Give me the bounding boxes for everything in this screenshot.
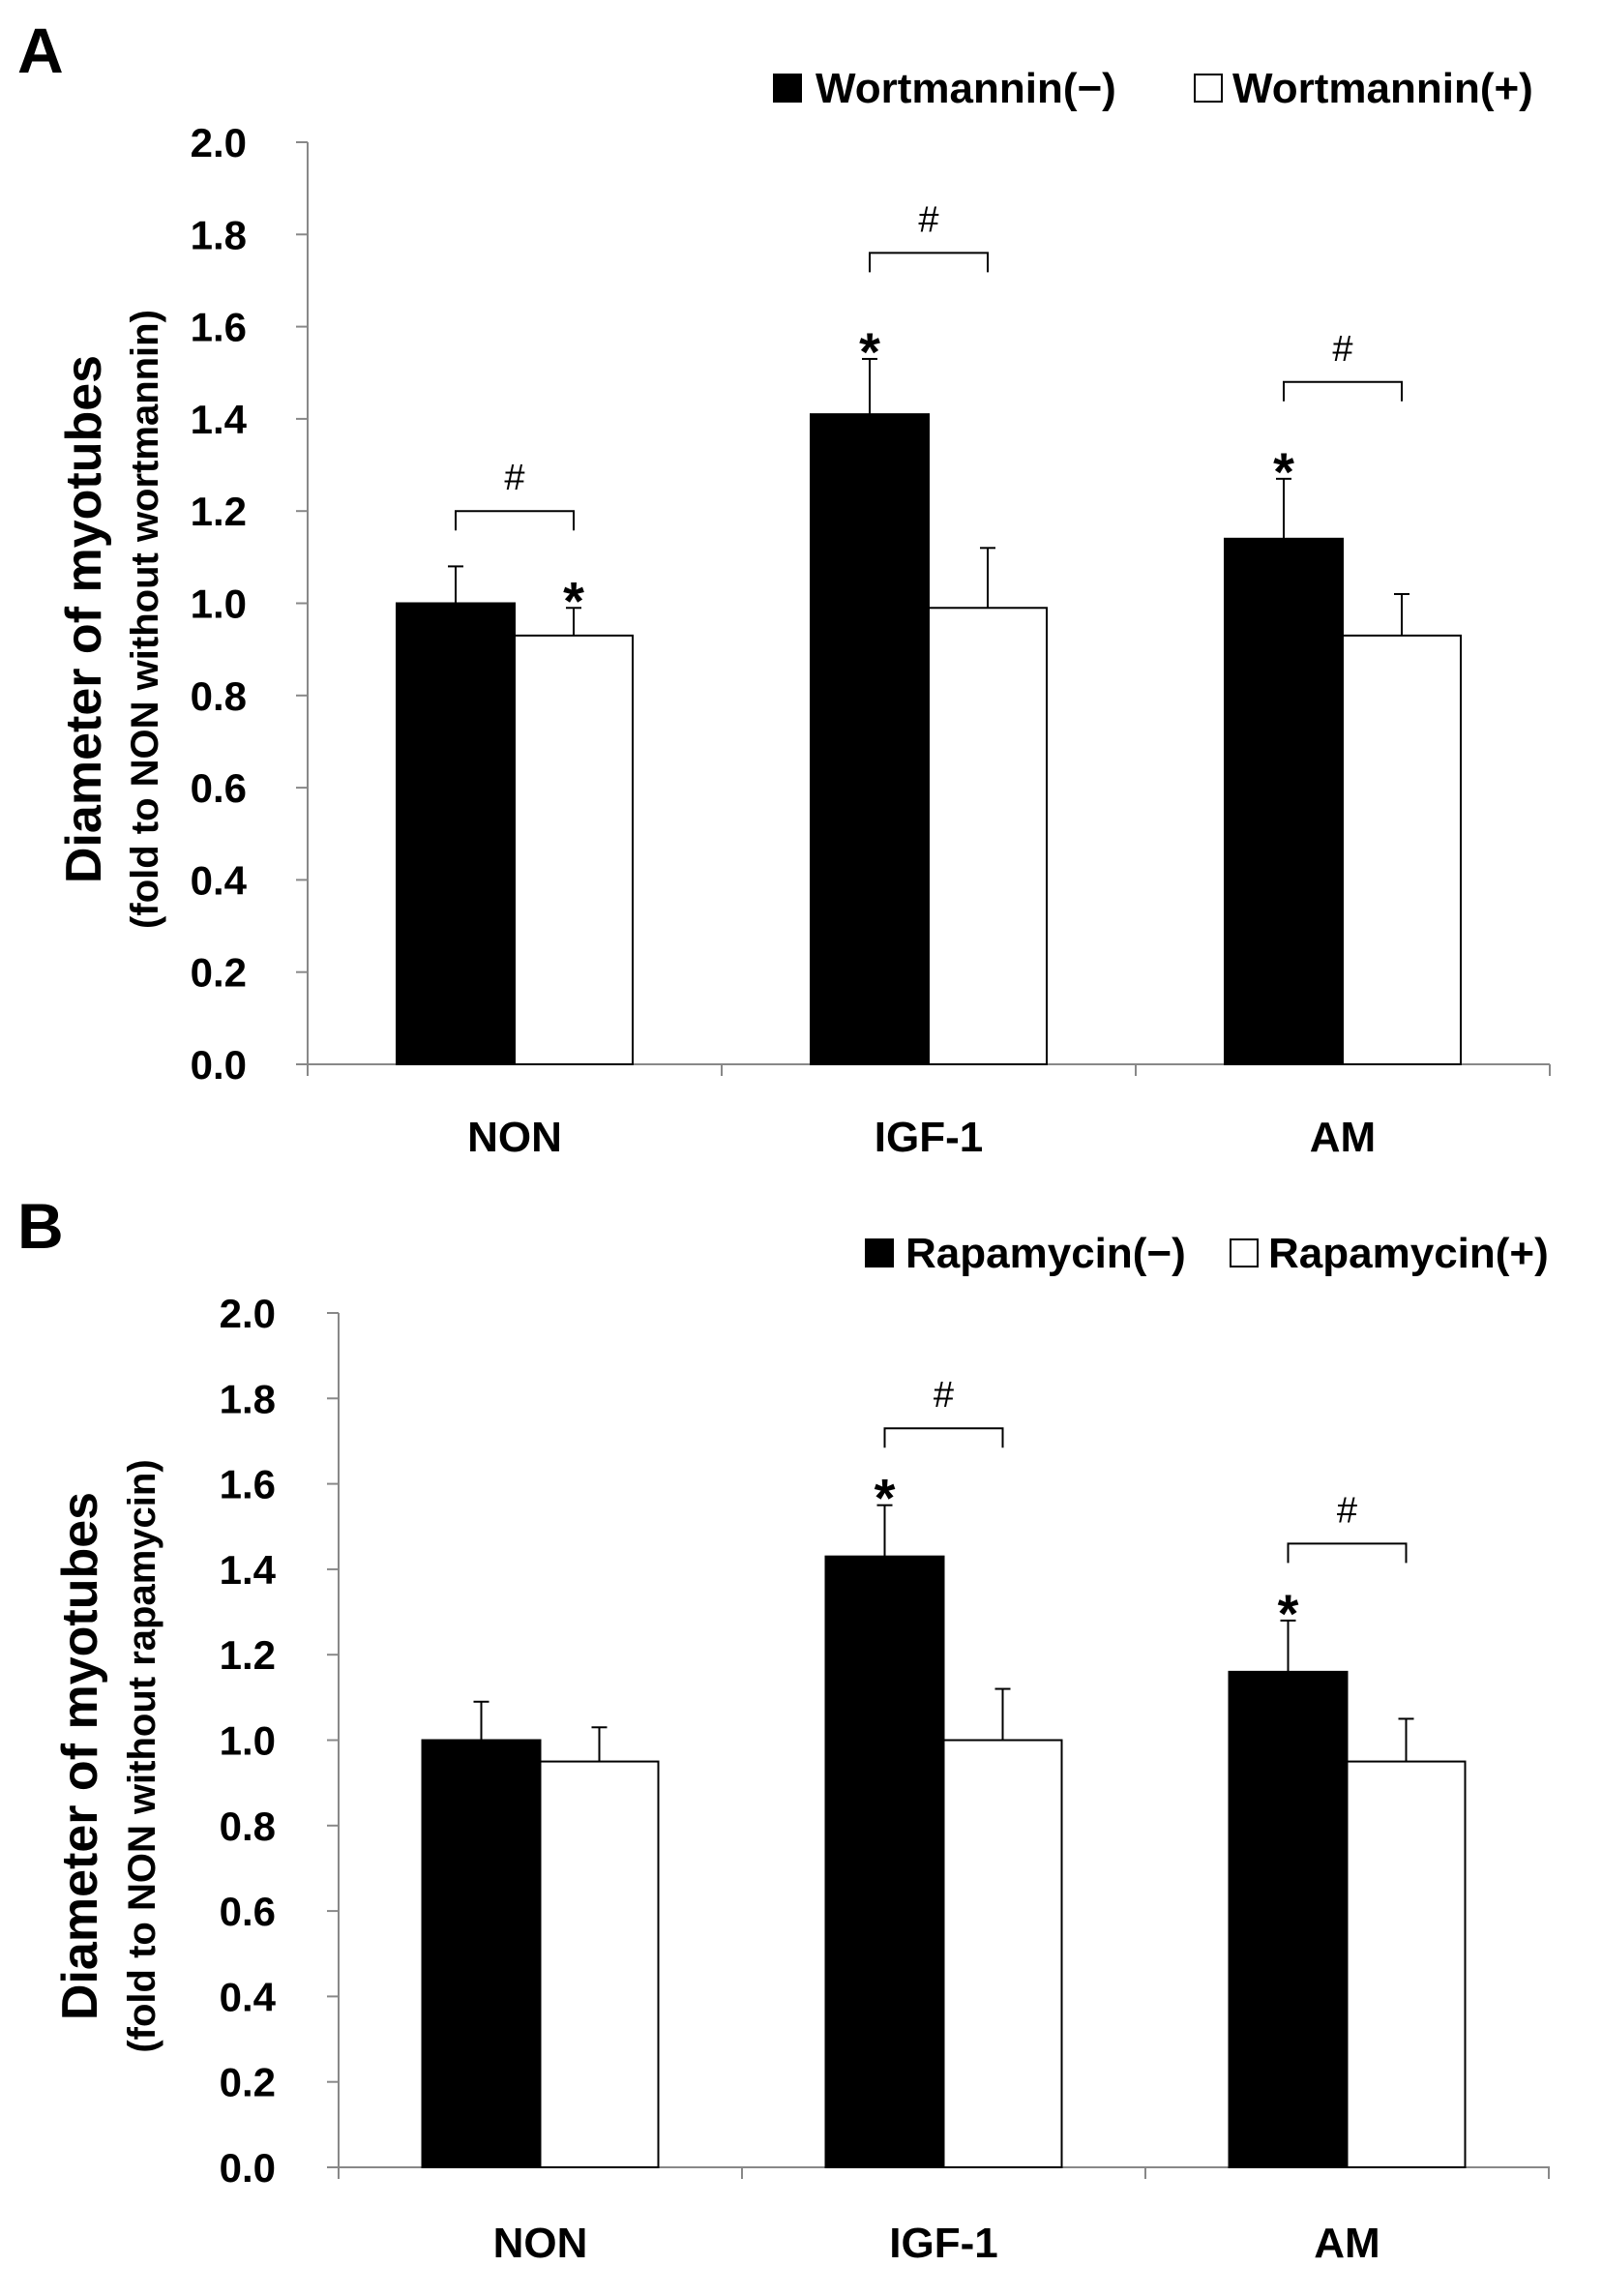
- y-tick-label: 1.4: [191, 397, 248, 442]
- significance-bracket: [869, 252, 989, 273]
- y-tick-label: 0.4: [220, 1974, 277, 2019]
- bar: [942, 1739, 1063, 2168]
- legend-swatch-rapamycin-minus: [865, 1238, 894, 1267]
- y-tick-label: 0.8: [220, 1804, 276, 1849]
- y-tick-label: 0.6: [191, 765, 247, 811]
- y-axis-title-a: Diameter of myotubes: [56, 355, 112, 883]
- y-tick-label: 0.2: [191, 950, 247, 996]
- bar: [1342, 634, 1462, 1065]
- significance-bracket: [1283, 380, 1403, 402]
- x-tick-label: IGF-1: [875, 1114, 983, 1161]
- y-tick-label: 1.0: [220, 1718, 276, 1764]
- bar: [421, 1739, 542, 2168]
- legend-label-wortmannin-minus: Wortmannin(−): [816, 65, 1116, 112]
- y-tick-labels-a: 0.0 0.2 0.4 0.6 0.8 1.0 1.2 1.4 1.6 1.8 2.0: [191, 120, 248, 1088]
- y-axis-title-b: Diameter of myotubes: [52, 1492, 108, 2020]
- significance-star: *: [1273, 441, 1294, 502]
- y-tick-label: 0.0: [220, 2145, 276, 2191]
- y-tick-label: 0.2: [220, 2060, 276, 2105]
- significance-hash: #: [918, 199, 938, 240]
- bar: [514, 634, 634, 1065]
- y-tick-label: 2.0: [191, 120, 247, 165]
- y-tick-label: 0.4: [191, 857, 248, 903]
- legend-swatch-wortmannin-plus: [1194, 74, 1223, 103]
- bar: [928, 607, 1048, 1065]
- bar: [1224, 537, 1344, 1065]
- significance-bracket: [455, 510, 575, 531]
- significance-hash: #: [504, 458, 524, 498]
- y-tick-label: 0.8: [191, 673, 247, 719]
- bar: [396, 602, 516, 1065]
- legend-a: Wortmannin(−) Wortmannin(+): [773, 65, 1533, 112]
- significance-bracket: [883, 1427, 1004, 1448]
- bar: [1228, 1670, 1349, 2168]
- x-tick-label: IGF-1: [889, 2220, 997, 2267]
- legend-swatch-rapamycin-plus: [1230, 1238, 1259, 1267]
- y-tick-label: 1.8: [191, 212, 247, 257]
- significance-hash: #: [1332, 329, 1352, 370]
- y-tick-label: 2.0: [220, 1291, 276, 1336]
- x-tick-label: NON: [467, 1114, 562, 1161]
- bar: [1346, 1760, 1467, 2168]
- y-tick-label: 1.2: [191, 489, 247, 534]
- legend-label-wortmannin-plus: Wortmannin(+): [1232, 65, 1533, 112]
- y-tick-labels-b: 0.0 0.2 0.4 0.6 0.8 1.0 1.2 1.4 1.6 1.8 2.0: [220, 1291, 277, 2191]
- legend-label-rapamycin-plus: Rapamycin(+): [1268, 1230, 1549, 1277]
- bar: [539, 1760, 660, 2168]
- y-tick-label: 0.6: [220, 1889, 276, 1934]
- legend-label-rapamycin-minus: Rapamycin(−): [905, 1230, 1186, 1277]
- plot-area-b: * * # #: [327, 1312, 1550, 2179]
- x-tick-label: AM: [1310, 1114, 1376, 1161]
- plot-area-a: * * * # # #: [296, 141, 1551, 1076]
- panel-label-a: A: [17, 15, 64, 86]
- legend-b: Rapamycin(−) Rapamycin(+): [865, 1230, 1549, 1277]
- x-tick-labels-a: NON IGF-1 AM: [467, 1114, 1376, 1161]
- bar: [810, 413, 930, 1065]
- y-axis-subtitle-b: (fold to NON without rapamycin): [121, 1459, 163, 2052]
- significance-bracket: [1287, 1542, 1408, 1564]
- significance-star: *: [563, 570, 584, 631]
- panel-b: B Rapamycin(−) Rapamycin(+) Diameter of …: [17, 1190, 1550, 2267]
- y-tick-label: 1.6: [220, 1462, 276, 1507]
- significance-hash: #: [934, 1375, 954, 1416]
- y-tick-label: 0.0: [191, 1042, 247, 1088]
- x-tick-label: AM: [1314, 2220, 1380, 2267]
- y-axis-subtitle-a: (fold to NON without wortmannin): [124, 310, 166, 929]
- y-tick-label: 1.8: [220, 1376, 276, 1421]
- y-tick-label: 1.6: [191, 305, 247, 350]
- significance-hash: #: [1337, 1490, 1357, 1531]
- y-tick-label: 1.0: [191, 581, 247, 627]
- y-tick-label: 1.2: [220, 1632, 276, 1678]
- x-tick-labels-b: NON IGF-1 AM: [493, 2220, 1380, 2267]
- significance-star: *: [875, 1468, 896, 1529]
- y-tick-label: 1.4: [220, 1547, 277, 1593]
- significance-star: *: [1278, 1583, 1299, 1644]
- bar: [824, 1555, 945, 2168]
- panel-label-b: B: [17, 1190, 64, 1262]
- panel-a: A Wortmannin(−) Wortmannin(+) Diameter o…: [17, 15, 1551, 1161]
- legend-swatch-wortmannin-minus: [773, 74, 802, 103]
- significance-star: *: [859, 321, 880, 382]
- x-tick-label: NON: [493, 2220, 588, 2267]
